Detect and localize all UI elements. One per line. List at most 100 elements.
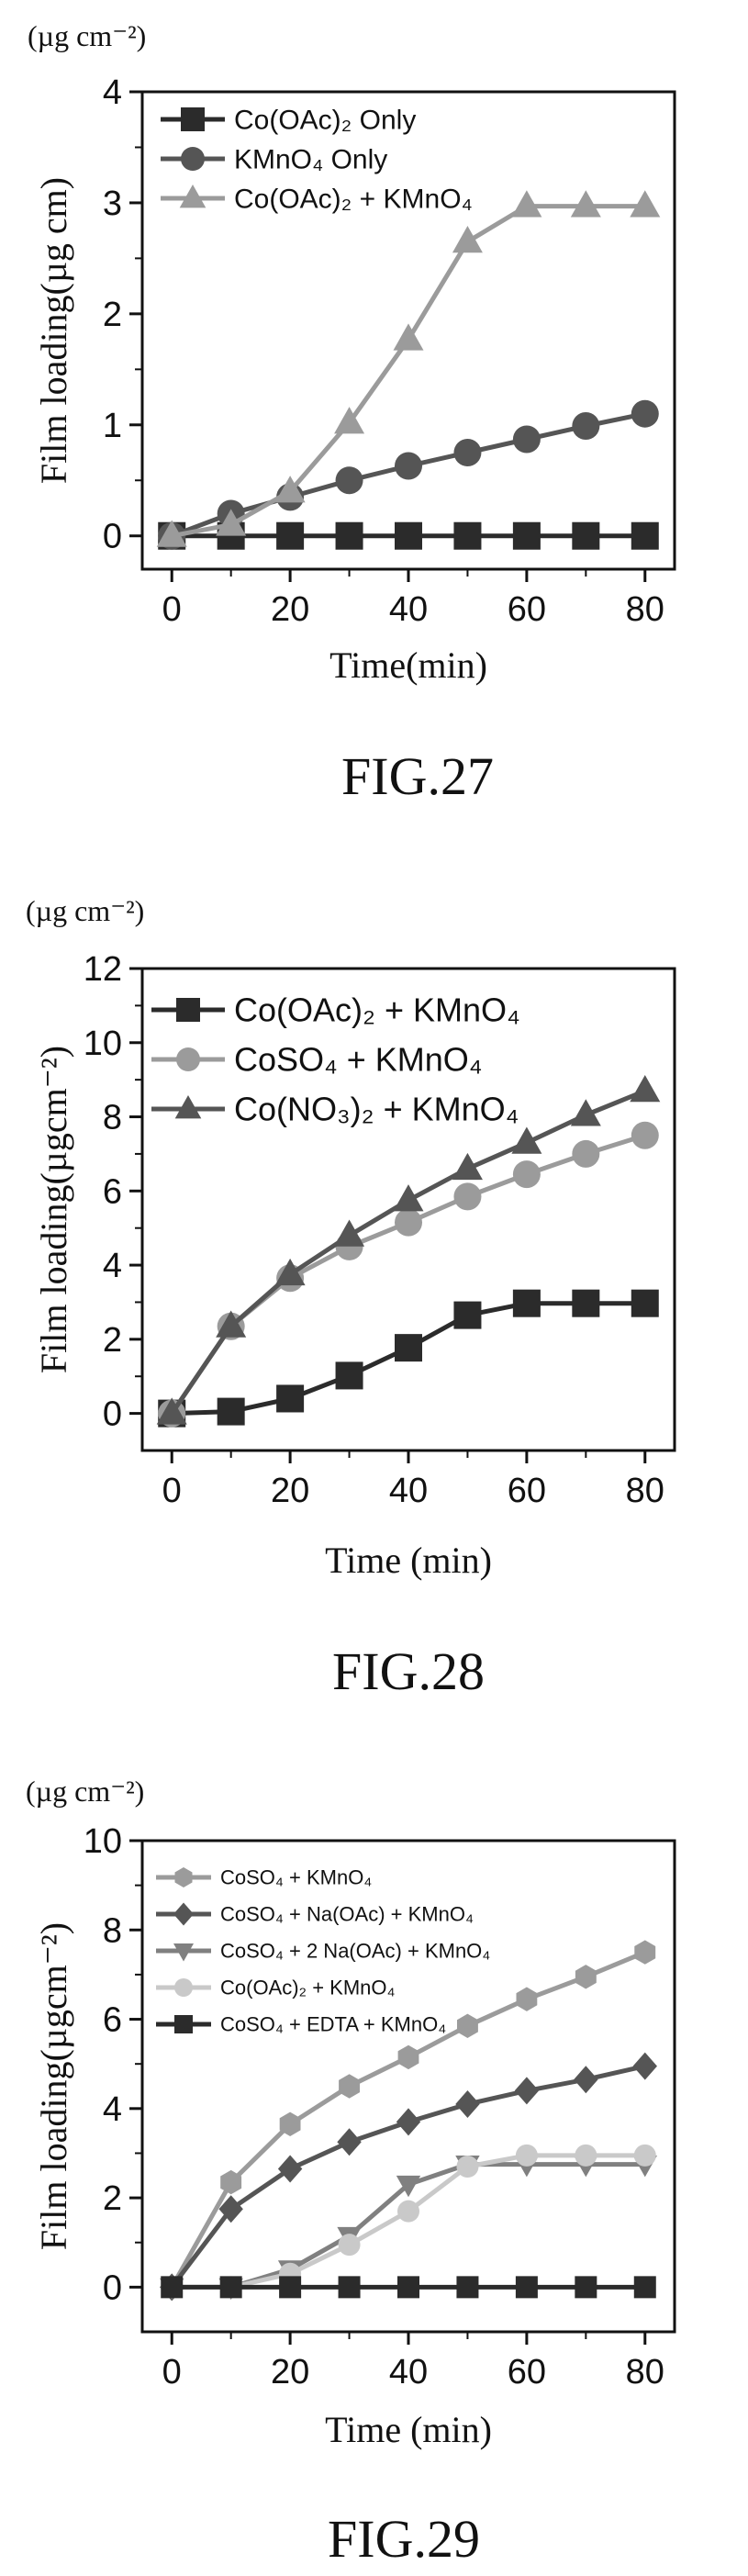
x-axis-title: Time (min) (325, 1540, 492, 1581)
y-tick-label: 10 (84, 1822, 122, 1861)
data-point (630, 190, 661, 218)
data-point (453, 521, 482, 550)
legend: CoSO₄ + KMnO₄ CoSO₄ + Na(OAc) + KMnO₄ CoSO… (156, 1866, 490, 2036)
data-point (218, 2195, 243, 2223)
legend-marker (173, 1902, 194, 1926)
series-line (171, 204, 645, 539)
x-tick-label: 80 (626, 1472, 664, 1510)
y-tick-label: 4 (103, 1247, 122, 1285)
data-point (279, 2111, 301, 2136)
data-point (156, 520, 187, 547)
legend-marker (181, 147, 205, 171)
y-tick-label: 6 (103, 1172, 122, 1211)
y-tick-label: 0 (103, 2268, 122, 2307)
data-point (396, 2108, 421, 2136)
data-point (276, 1384, 305, 1413)
data-point (515, 2276, 538, 2299)
x-tick-label: 60 (508, 2353, 546, 2391)
legend-marker (176, 998, 200, 1022)
x-axis-title: Time (min) (325, 2409, 492, 2450)
data-point (338, 2234, 361, 2257)
data-point (456, 2156, 479, 2178)
x-tick-label: 0 (162, 2353, 182, 2391)
y-axis-title: Film loading(µgcm⁻²) (33, 1922, 74, 2250)
legend-marker (179, 185, 207, 208)
legend: Co(OAc)₂ Only KMnO₄ Only Co(OAc)₂ + KMnO₄ (161, 106, 473, 215)
chart-27: (µg cm⁻²) 0 20 40 60 80 0 1 2 3 4 Time(min) Film loa… (28, 19, 676, 806)
data-point (397, 2200, 419, 2223)
data-point (335, 521, 363, 550)
x-tick-label: 60 (508, 590, 546, 629)
y-tick-label: 3 (103, 185, 122, 223)
figure-label: FIG.28 (332, 1641, 485, 1701)
legend-label: Co(OAc)₂ + KMnO₄ (234, 185, 473, 215)
legend-label: CoSO₄ + EDTA + KMnO₄ (220, 2013, 446, 2036)
y-tick-label: 12 (84, 950, 122, 989)
data-point (631, 1121, 659, 1149)
data-point (217, 1397, 245, 1426)
data-point (279, 2276, 302, 2299)
data-point (456, 2276, 479, 2299)
legend-label: KMnO₄ Only (234, 145, 387, 175)
legend-marker (173, 1943, 194, 1962)
data-point (575, 2144, 597, 2167)
x-tick-label: 0 (162, 590, 182, 629)
y-tick-label: 0 (103, 1395, 122, 1434)
data-point (276, 521, 305, 550)
series-4 (161, 2276, 656, 2299)
data-point (633, 2144, 656, 2167)
data-point (277, 2155, 303, 2183)
data-point (452, 226, 483, 253)
data-point (452, 1152, 483, 1181)
series-0 (158, 1289, 659, 1428)
legend-marker (174, 1867, 193, 1887)
data-point (457, 2013, 478, 2038)
data-point (335, 1361, 363, 1390)
x-tick-label: 0 (162, 1472, 182, 1510)
chart-28: (µg cm⁻²) 0 20 40 60 80 0 2 4 6 8 10 12 Time (min) Fil… (26, 894, 676, 1701)
data-point (219, 2276, 242, 2299)
y-tick-label: 4 (103, 73, 122, 112)
series-line (170, 1133, 646, 1416)
data-point (631, 399, 659, 428)
data-point (220, 2169, 242, 2195)
legend-label: Co(OAc)₂ Only (234, 106, 416, 136)
data-point (396, 2175, 421, 2198)
data-point (574, 2066, 598, 2094)
legend: Co(OAc)₂ + KMnO₄ CoSO₄ + KMnO₄ Co(NO₃)₂ + … (151, 991, 520, 1128)
y-tick-label: 1 (103, 407, 122, 445)
data-point (511, 1126, 542, 1154)
data-point (337, 2128, 362, 2156)
data-point (570, 1099, 601, 1126)
data-point (512, 425, 541, 454)
y-tick-label: 10 (84, 1025, 122, 1063)
data-point (339, 2074, 360, 2099)
legend-label: CoSO₄ + Na(OAc) + KMnO₄ (220, 1903, 474, 1926)
data-point (512, 1289, 541, 1317)
x-tick-label: 40 (389, 1472, 428, 1510)
data-point (455, 2089, 480, 2118)
legend-label: CoSO₄ + KMnO₄ (220, 1866, 372, 1889)
data-point (575, 1965, 597, 1989)
unit-label: (µg cm⁻²) (26, 894, 144, 927)
y-tick-label: 4 (103, 2090, 122, 2129)
y-tick-label: 2 (103, 2179, 122, 2218)
series-2 (156, 1075, 661, 1425)
y-axis-title: Film loading(µgcm⁻²) (33, 1046, 74, 1373)
legend-marker (174, 1978, 193, 1997)
data-point (572, 1289, 600, 1317)
unit-label: (µg cm⁻²) (26, 1775, 144, 1808)
y-axis-title: Film loading(µg cm) (33, 177, 74, 484)
data-point (572, 521, 600, 550)
y-tick-label: 0 (103, 518, 122, 556)
data-point (393, 1184, 424, 1212)
data-point (395, 452, 422, 480)
data-point (572, 1139, 600, 1168)
data-point (156, 1397, 187, 1425)
y-tick-label: 2 (103, 1321, 122, 1360)
data-point (335, 466, 363, 495)
data-point (453, 1182, 482, 1211)
data-point (515, 2144, 538, 2167)
series-1 (158, 1121, 659, 1428)
data-point (512, 1160, 541, 1189)
